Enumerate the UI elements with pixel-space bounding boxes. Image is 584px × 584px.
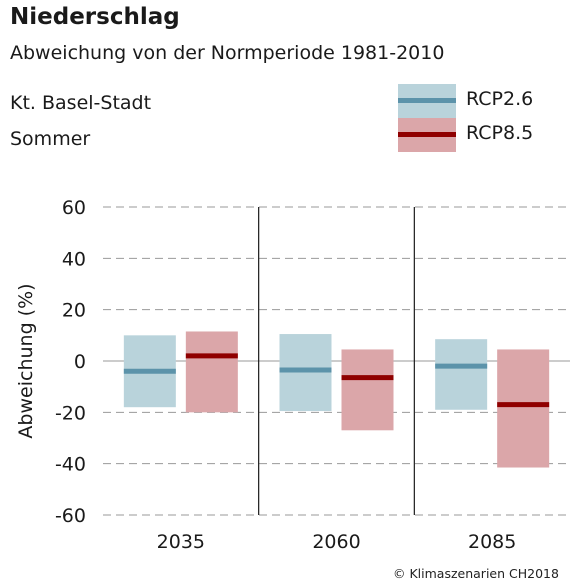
range-box-rcp85-2035: [185, 331, 238, 413]
y-axis-label: Abweichung (%): [15, 283, 37, 438]
credit-text: © Klimaszenarien CH2018: [393, 566, 559, 581]
y-tick-label: 40: [62, 248, 86, 270]
region-label: Kt. Basel-Stadt: [10, 92, 152, 114]
range-box-rcp85-2085: [497, 349, 550, 468]
legend-item-rcp85: RCP8.5: [398, 118, 578, 152]
chart-subtitle: Abweichung von der Normperiode 1981-2010: [10, 42, 445, 64]
y-tick-label: -40: [55, 454, 86, 476]
range-box-rcp26-2060: [279, 334, 332, 412]
chart-title: Niederschlag: [10, 4, 180, 30]
range-box-rcp85-2060: [341, 349, 394, 431]
y-tick-label: 60: [62, 197, 86, 219]
range-box-rcp26-2085: [435, 339, 488, 410]
legend-line-rcp85: [398, 132, 456, 137]
legend-label-rcp85: RCP8.5: [466, 122, 534, 144]
season-label: Sommer: [10, 128, 91, 150]
legend-item-rcp26: RCP2.6: [398, 84, 578, 118]
y-tick-label: -60: [55, 505, 86, 527]
legend-line-rcp26: [398, 98, 456, 103]
legend-label-rcp26: RCP2.6: [466, 88, 534, 110]
x-tick-label: 2060: [312, 531, 360, 553]
y-tick-label: -20: [55, 402, 86, 424]
y-tick-label: 0: [74, 351, 86, 373]
x-tick-label: 2085: [468, 531, 516, 553]
x-tick-label: 2035: [157, 531, 205, 553]
y-tick-label: 20: [62, 300, 86, 322]
